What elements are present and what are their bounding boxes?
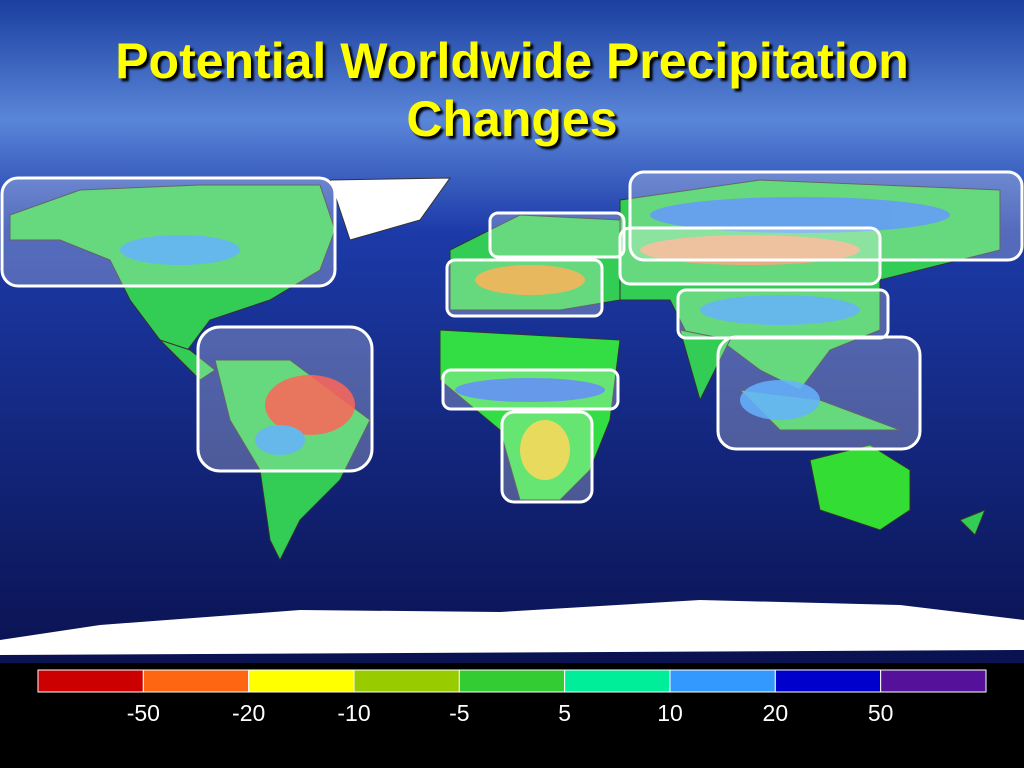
legend-swatch xyxy=(142,669,250,693)
legend-swatch xyxy=(880,669,987,693)
legend-label: 20 xyxy=(763,700,789,726)
legend-label: -20 xyxy=(232,700,265,726)
legend-label: 50 xyxy=(868,700,894,726)
region-boxes xyxy=(0,170,1024,504)
legend-swatch xyxy=(458,669,566,693)
title-line: Potential Worldwide Precipitation xyxy=(115,33,909,89)
legend: -50 -20 -10 -5 5 10 20 50 xyxy=(37,669,987,726)
title-line: Changes xyxy=(406,91,618,147)
precip-patches xyxy=(120,197,950,480)
legend-label: -50 xyxy=(127,700,160,726)
world-map xyxy=(0,0,1024,663)
legend-swatch xyxy=(37,669,144,693)
legend-label: 10 xyxy=(657,700,683,726)
legend-label: -10 xyxy=(337,700,370,726)
legend-area: -50 -20 -10 -5 5 10 20 50 xyxy=(0,663,1024,768)
slide-title: Potential Worldwide Precipitation Change… xyxy=(0,32,1024,148)
legend-swatch xyxy=(774,669,882,693)
legend-label: -5 xyxy=(449,700,469,726)
legend-swatch xyxy=(248,669,355,693)
legend-label: 5 xyxy=(558,700,571,726)
legend-swatch xyxy=(564,669,671,693)
legend-swatch xyxy=(669,669,776,693)
legend-swatch xyxy=(353,669,460,693)
